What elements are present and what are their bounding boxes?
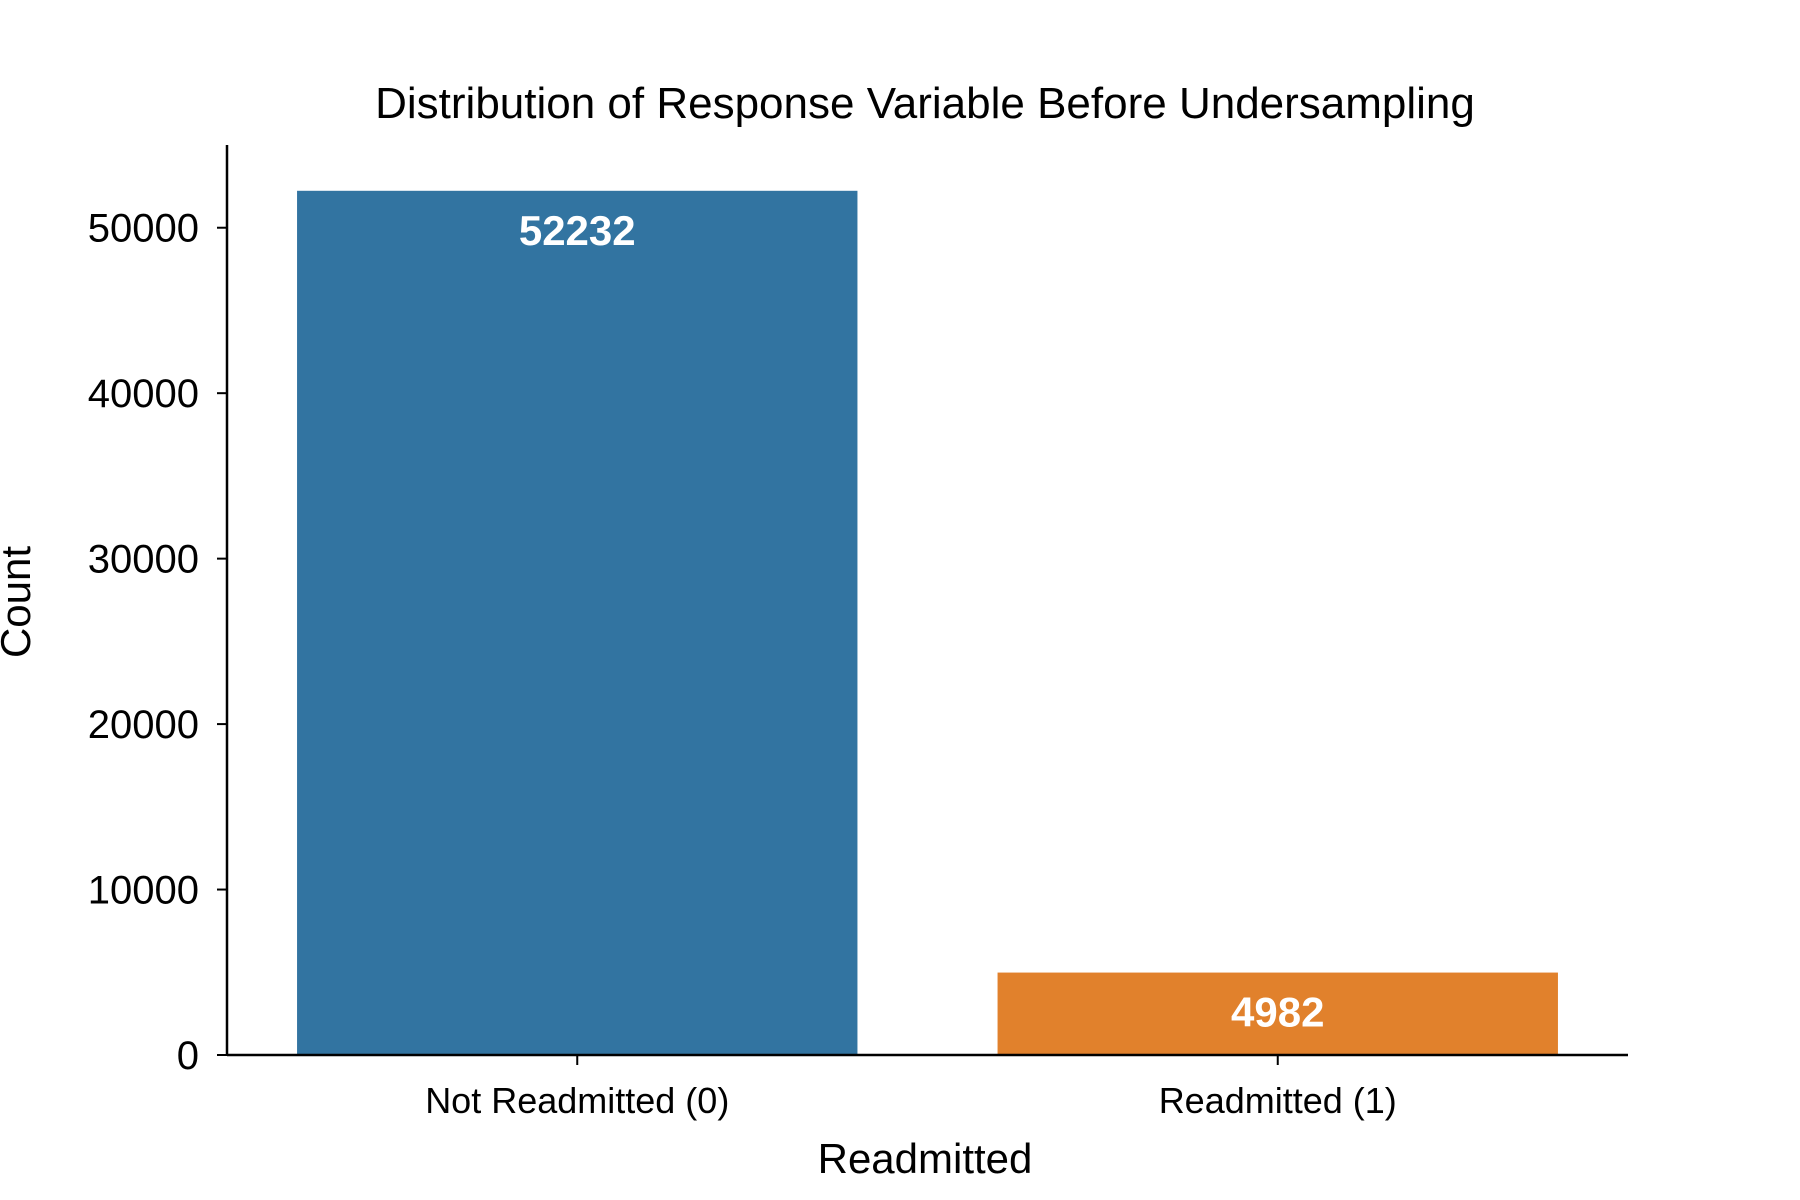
- bar-value-label-0: 52232: [519, 207, 636, 254]
- bar-1: [997, 972, 1558, 1055]
- chart-title: Distribution of Response Variable Before…: [375, 79, 1475, 128]
- bars-group: [297, 190, 1558, 1055]
- bar-value-labels: 52232 4982: [519, 207, 1325, 1036]
- y-tick-label-2: 20000: [88, 703, 199, 747]
- y-tick-label-0: 0: [177, 1034, 199, 1078]
- x-tick-label-1: Readmitted (1): [1159, 1080, 1397, 1121]
- y-axis-title: Count: [0, 546, 39, 658]
- y-tick-label-5: 50000: [88, 207, 199, 251]
- y-axis-ticks: 0 10000 20000 30000 40000 50000: [88, 207, 227, 1078]
- y-tick-label-3: 30000: [88, 538, 199, 582]
- bar-value-label-1: 4982: [1231, 989, 1324, 1036]
- x-tick-label-0: Not Readmitted (0): [425, 1080, 729, 1121]
- x-axis-ticks: Not Readmitted (0) Readmitted (1): [425, 1055, 1397, 1121]
- y-tick-label-1: 10000: [88, 869, 199, 913]
- y-tick-label-4: 40000: [88, 372, 199, 416]
- x-axis-title: Readmitted: [818, 1135, 1033, 1182]
- bar-0: [297, 190, 858, 1055]
